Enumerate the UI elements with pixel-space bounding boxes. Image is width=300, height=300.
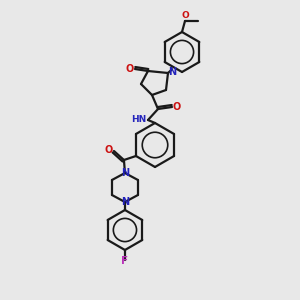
Text: O: O <box>173 102 181 112</box>
Text: N: N <box>168 67 176 77</box>
Text: O: O <box>126 64 134 74</box>
Text: N: N <box>121 197 129 207</box>
Text: F: F <box>122 256 128 266</box>
Text: O: O <box>105 145 113 155</box>
Text: O: O <box>181 11 189 20</box>
Text: N: N <box>121 168 129 178</box>
Text: HN: HN <box>131 115 147 124</box>
